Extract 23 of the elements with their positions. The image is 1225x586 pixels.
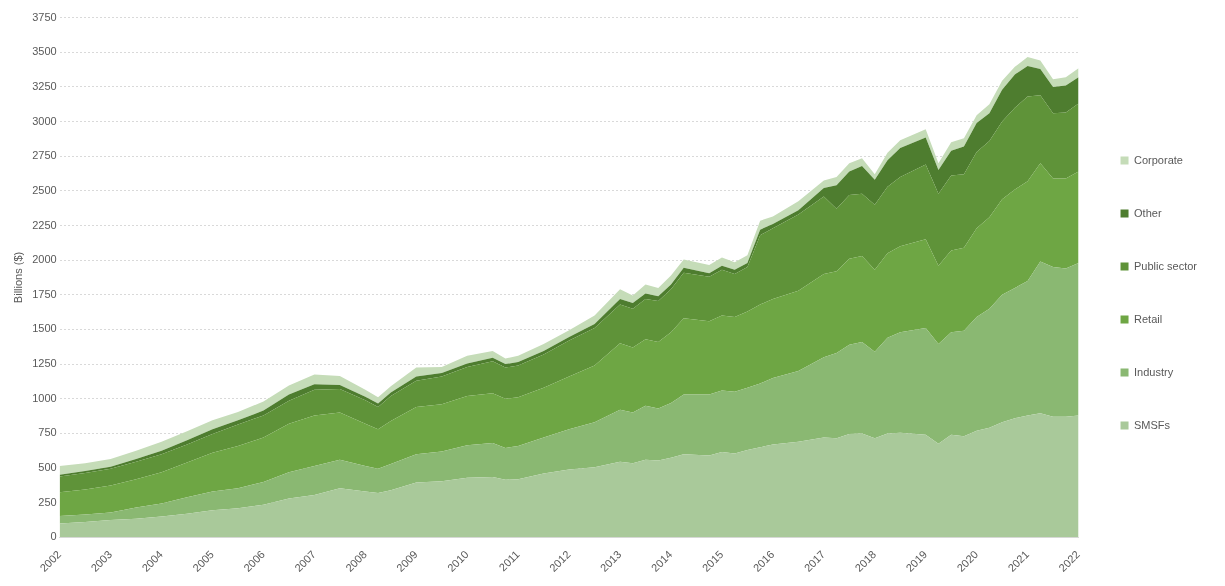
legend-label: SMSFs <box>1134 418 1171 431</box>
y-tick-label: 2000 <box>32 253 57 266</box>
y-tick-label: 1250 <box>32 357 57 370</box>
y-tick-label: 0 <box>50 530 57 543</box>
legend-label: Corporate <box>1134 153 1183 166</box>
y-tick-label: 1000 <box>32 391 57 404</box>
y-tick-label: 1500 <box>32 322 57 335</box>
y-axis-title: Billions ($) <box>11 251 24 304</box>
legend-label: Retail <box>1134 312 1163 325</box>
y-tick-label: 2750 <box>32 149 57 162</box>
legend-label: Industry <box>1134 365 1174 378</box>
y-tick-label: 2250 <box>32 218 57 231</box>
legend-label: Other <box>1134 206 1162 219</box>
legend-label: Public sector <box>1134 259 1198 272</box>
y-tick-label: 3750 <box>32 10 57 23</box>
y-tick-label: 3000 <box>32 114 57 127</box>
y-tick-label: 500 <box>38 461 57 474</box>
y-tick-label: 1750 <box>32 287 57 300</box>
y-tick-label: 750 <box>38 426 57 439</box>
y-tick-label: 3250 <box>32 79 57 92</box>
y-tick-label: 3500 <box>32 45 57 58</box>
y-tick-label: 250 <box>38 495 57 508</box>
y-tick-label: 2500 <box>32 183 57 196</box>
